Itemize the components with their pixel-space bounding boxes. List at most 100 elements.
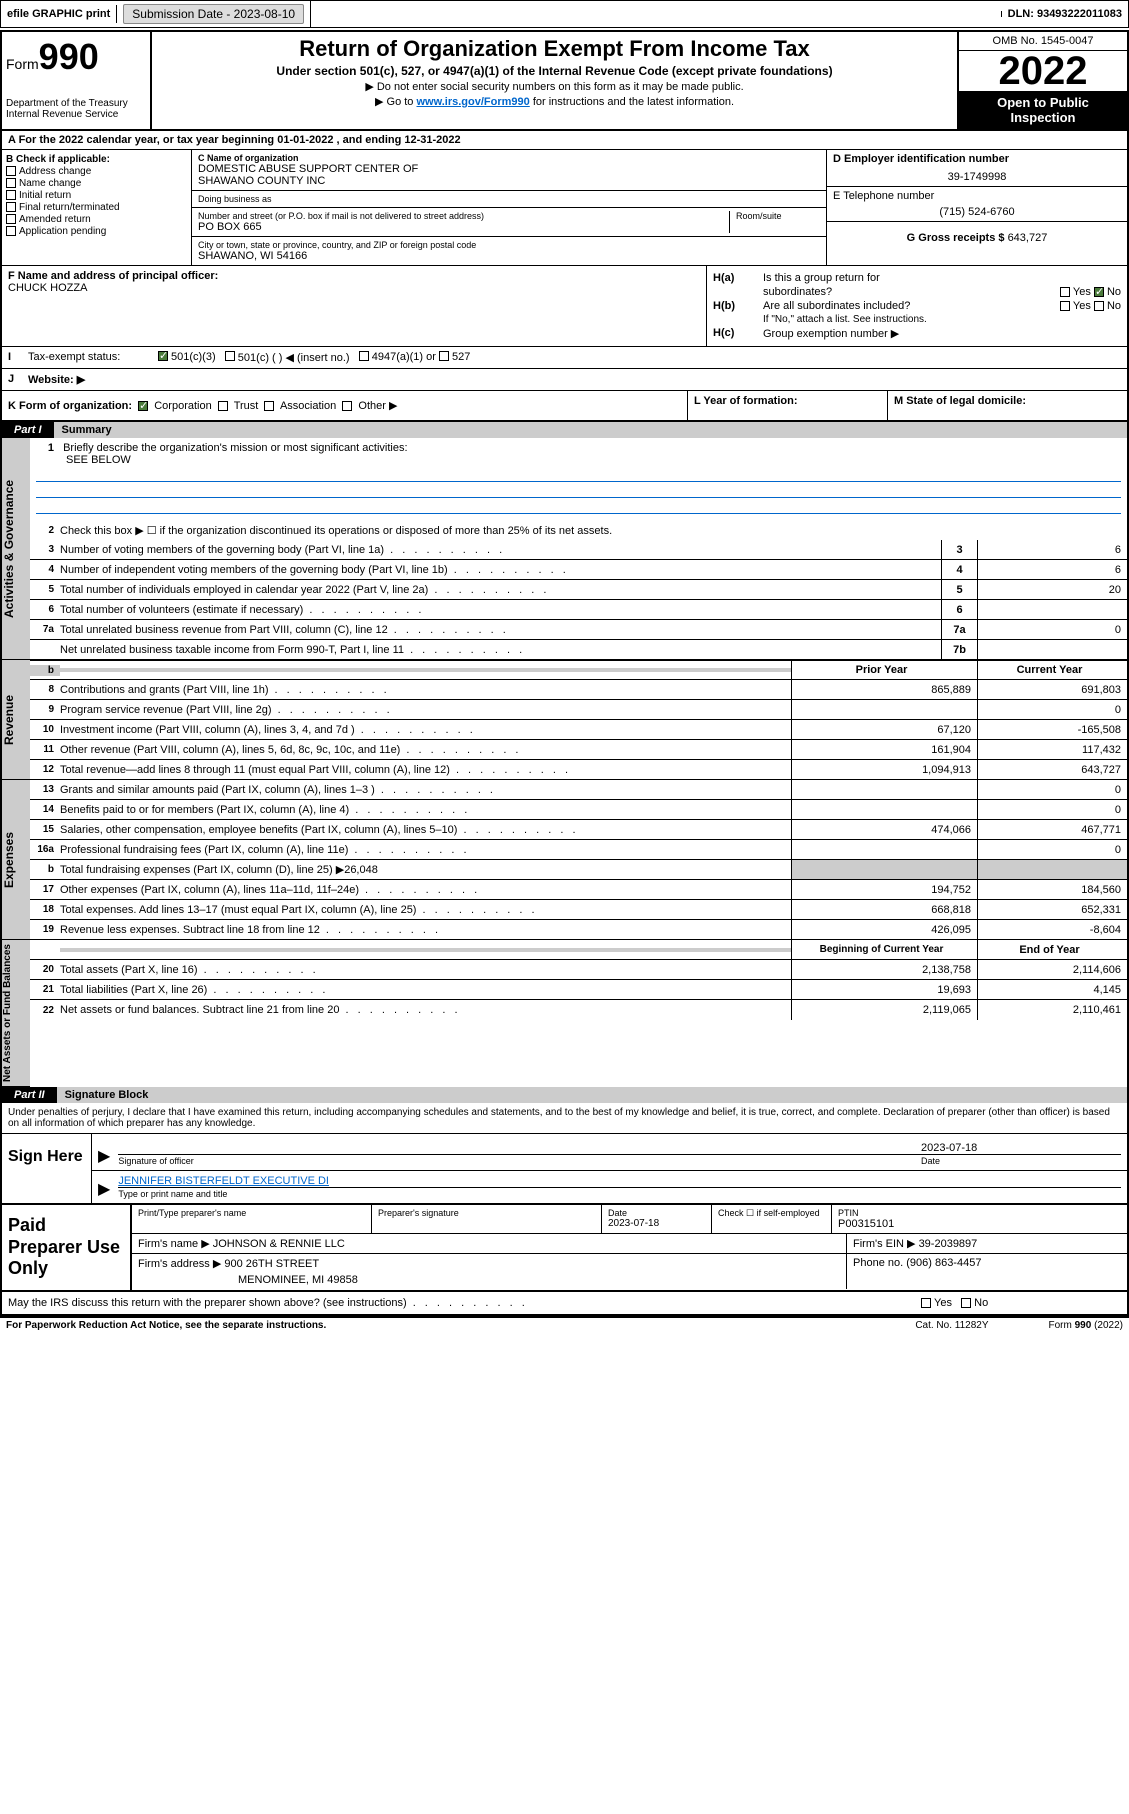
form-org-label: K Form of organization: bbox=[8, 400, 132, 412]
may-no-check[interactable] bbox=[961, 1298, 971, 1308]
l-cell: L Year of formation: bbox=[687, 391, 887, 420]
q1-text: Briefly describe the organization's miss… bbox=[63, 442, 407, 454]
line-num: 9 bbox=[30, 704, 60, 715]
submission-button[interactable]: Submission Date - 2023-08-10 bbox=[123, 4, 304, 24]
efile-text[interactable]: efile GRAPHIC print bbox=[7, 8, 110, 20]
h-section: H(a) Is this a group return for subordin… bbox=[707, 266, 1127, 346]
dln-value: 93493222011083 bbox=[1037, 8, 1122, 20]
current-value: -8,604 bbox=[977, 920, 1127, 939]
line-text: Other expenses (Part IX, column (A), lin… bbox=[60, 882, 791, 898]
chk-label: Amended return bbox=[19, 214, 91, 225]
ptin-label: PTIN bbox=[838, 1208, 1121, 1218]
goto-note: ▶ Go to www.irs.gov/Form990 for instruct… bbox=[156, 95, 953, 108]
prep-date-label: Date bbox=[608, 1208, 705, 1218]
i-label: I bbox=[8, 351, 28, 364]
q1-block: 1 Briefly describe the organization's mi… bbox=[30, 438, 1127, 520]
shaded-cell bbox=[977, 860, 1127, 879]
net-headers-row: Beginning of Current Year End of Year bbox=[30, 940, 1127, 960]
current-value: 652,331 bbox=[977, 900, 1127, 919]
principal-officer: F Name and address of principal officer:… bbox=[2, 266, 707, 346]
yes-label: Yes bbox=[934, 1297, 952, 1309]
line-text: Number of voting members of the governin… bbox=[60, 542, 941, 558]
officer-name: CHUCK HOZZA bbox=[8, 282, 700, 294]
begin-value: 2,138,758 bbox=[791, 960, 977, 979]
q2-num: 2 bbox=[30, 525, 60, 536]
arrow-icon: ▶ bbox=[98, 1179, 110, 1199]
may-yes-check[interactable] bbox=[921, 1298, 931, 1308]
paid-row-2: Firm's name ▶ JOHNSON & RENNIE LLC Firm'… bbox=[132, 1234, 1127, 1254]
hdr-end: End of Year bbox=[977, 940, 1127, 959]
col-b: B Check if applicable: Address change Na… bbox=[2, 150, 192, 265]
chk-association[interactable] bbox=[264, 401, 274, 411]
org-name-label: C Name of organization bbox=[198, 153, 820, 163]
officer-sig-field[interactable]: Signature of officer bbox=[118, 1138, 921, 1166]
chk-initial-return[interactable]: Initial return bbox=[6, 190, 187, 201]
line-num: 20 bbox=[30, 964, 60, 975]
chk-501c[interactable] bbox=[225, 351, 235, 361]
part-1-num: Part I bbox=[2, 422, 54, 438]
officer-name-value[interactable]: JENNIFER BISTERFELDT EXECUTIVE DI bbox=[118, 1175, 1121, 1187]
ha-yes-check[interactable] bbox=[1060, 287, 1070, 297]
expenses-content: 13 Grants and similar amounts paid (Part… bbox=[30, 780, 1127, 940]
firm-name-label: Firm's name ▶ bbox=[138, 1238, 213, 1250]
row-j: J Website: ▶ bbox=[2, 369, 1127, 391]
address-label: Number and street (or P.O. box if mail i… bbox=[198, 211, 723, 221]
chk-corporation[interactable] bbox=[138, 401, 148, 411]
chk-527[interactable] bbox=[439, 351, 449, 361]
officer-name-label: Type or print name and title bbox=[118, 1187, 1121, 1199]
revenue-line: 12 Total revenue—add lines 8 through 11 … bbox=[30, 760, 1127, 780]
line-num: 8 bbox=[30, 684, 60, 695]
paid-content: Print/Type preparer's name Preparer's si… bbox=[132, 1205, 1127, 1290]
firm-phone-label: Phone no. bbox=[853, 1257, 906, 1269]
prior-value bbox=[791, 780, 977, 799]
chk-final-return[interactable]: Final return/terminated bbox=[6, 202, 187, 213]
paid-row-3: Firm's address ▶ 900 26TH STREET MENOMIN… bbox=[132, 1254, 1127, 1289]
gross-label: G Gross receipts $ bbox=[907, 232, 1008, 244]
current-value: 0 bbox=[977, 840, 1127, 859]
line-text: Contributions and grants (Part VIII, lin… bbox=[60, 682, 791, 698]
chk-other[interactable] bbox=[342, 401, 352, 411]
chk-name-change[interactable]: Name change bbox=[6, 178, 187, 189]
hb-no-check[interactable] bbox=[1094, 301, 1104, 311]
line-text: Professional fundraising fees (Part IX, … bbox=[60, 842, 791, 858]
chk-501c3[interactable] bbox=[158, 351, 168, 361]
chk-4947[interactable] bbox=[359, 351, 369, 361]
footer-right: Form 990 (2022) bbox=[1049, 1320, 1123, 1331]
line-box: 7b bbox=[941, 640, 977, 659]
current-value: 0 bbox=[977, 780, 1127, 799]
dba-label: Doing business as bbox=[198, 194, 820, 204]
chk-address-change[interactable]: Address change bbox=[6, 166, 187, 177]
row-f-h: F Name and address of principal officer:… bbox=[2, 266, 1127, 347]
current-value: -165,508 bbox=[977, 720, 1127, 739]
row-a: A For the 2022 calendar year, or tax yea… bbox=[2, 131, 1127, 150]
footer-catno: Cat. No. 11282Y bbox=[915, 1320, 988, 1331]
part-1-header: Part I Summary bbox=[2, 422, 1127, 438]
form-number: 990 bbox=[39, 36, 99, 77]
ha-text2: subordinates? bbox=[763, 286, 1060, 298]
footer-form-pre: Form bbox=[1049, 1320, 1075, 1331]
revenue-content: b Prior Year Current Year 8 Contribution… bbox=[30, 660, 1127, 780]
hb-yes-check[interactable] bbox=[1060, 301, 1070, 311]
j-label: J bbox=[8, 373, 28, 386]
line-num: 10 bbox=[30, 724, 60, 735]
sig-date-label: Date bbox=[921, 1154, 1121, 1166]
chk-label: Name change bbox=[19, 178, 81, 189]
q1-value: SEE BELOW bbox=[66, 454, 1121, 466]
irs-link[interactable]: www.irs.gov/Form990 bbox=[416, 96, 529, 108]
opt-527: 527 bbox=[452, 351, 470, 364]
sign-here-label: Sign Here bbox=[2, 1134, 92, 1203]
part-1-title: Summary bbox=[54, 422, 1127, 438]
self-employed-check[interactable]: Check ☐ if self-employed bbox=[712, 1205, 832, 1233]
may-discuss-row: May the IRS discuss this return with the… bbox=[2, 1292, 1127, 1316]
row-a-pre: A For the 2022 calendar year, or tax yea… bbox=[8, 134, 277, 146]
org-name-1: DOMESTIC ABUSE SUPPORT CENTER OF bbox=[198, 163, 820, 175]
expenses-section: Expenses 13 Grants and similar amounts p… bbox=[2, 780, 1127, 940]
chk-trust[interactable] bbox=[218, 401, 228, 411]
expense-line: 16a Professional fundraising fees (Part … bbox=[30, 840, 1127, 860]
netasset-line: 21 Total liabilities (Part X, line 26) 1… bbox=[30, 980, 1127, 1000]
chk-amended-return[interactable]: Amended return bbox=[6, 214, 187, 225]
chk-application-pending[interactable]: Application pending bbox=[6, 226, 187, 237]
ha-no-check[interactable] bbox=[1094, 287, 1104, 297]
paid-row-1: Print/Type preparer's name Preparer's si… bbox=[132, 1205, 1127, 1234]
prior-value: 865,889 bbox=[791, 680, 977, 699]
